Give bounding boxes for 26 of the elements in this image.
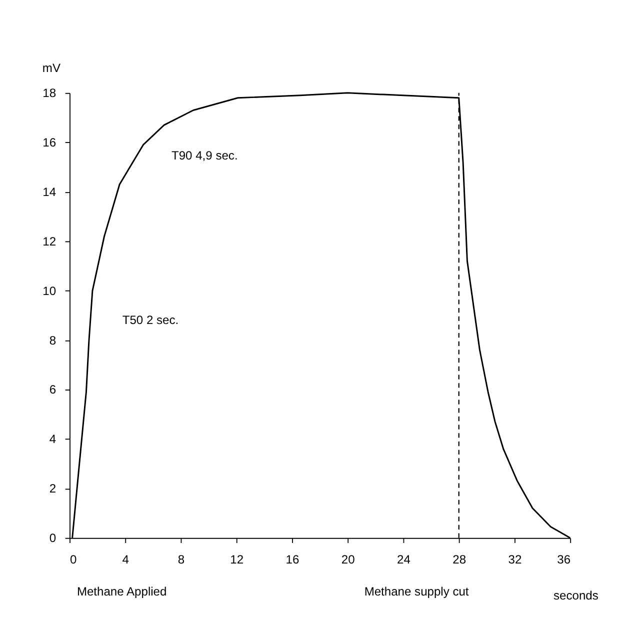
- y-tick-label: 8: [49, 333, 56, 348]
- y-tick-label: 16: [42, 136, 56, 150]
- y-axis-title: mV: [42, 61, 60, 76]
- y-tick-label: 2: [49, 482, 56, 496]
- x-tick-label: 4: [122, 552, 130, 566]
- x-tick-label: 16: [286, 552, 300, 566]
- x-axis-title: seconds: [554, 588, 598, 603]
- x-tick-label: 36: [557, 552, 571, 566]
- text: Methane supply cut: [364, 584, 470, 598]
- y-tick-label: 6: [49, 382, 56, 397]
- y-tick-label: 14: [42, 184, 56, 199]
- x-tick-label: 12: [230, 552, 244, 566]
- x-tick-label: 28: [452, 552, 466, 566]
- x-tick-label: 8: [178, 552, 185, 566]
- annotation: T90 4,9 sec.: [171, 148, 238, 163]
- x-tick-label: 24: [397, 552, 411, 566]
- y-tick-label: 4: [49, 432, 56, 446]
- x-tick-label: 32: [508, 552, 522, 566]
- y-tick-label: 10: [42, 284, 56, 298]
- x-tick-label: 20: [341, 552, 356, 566]
- text: Methane Applied: [76, 584, 167, 598]
- y-tick-label: 0: [49, 531, 56, 546]
- annotation: T50 2 sec.: [122, 312, 179, 327]
- x-tick-label: 0: [70, 552, 77, 566]
- y-tick-label: 18: [42, 86, 56, 100]
- y-tick-label: 12: [42, 234, 56, 248]
